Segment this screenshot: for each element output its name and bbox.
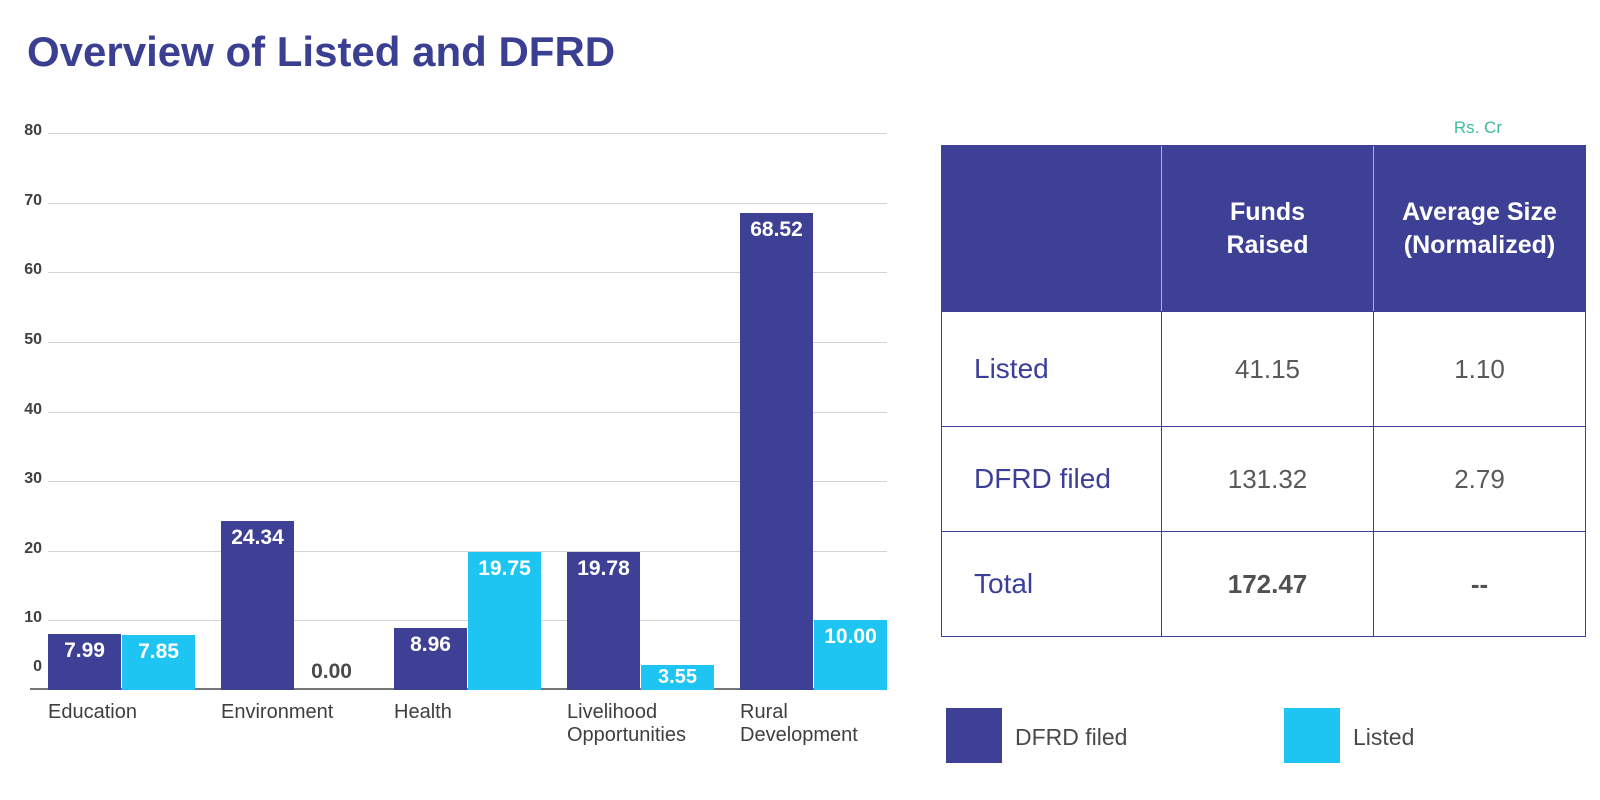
legend-label-listed: Listed [1353,724,1415,750]
grouped-bar-chart: 0 10 20 30 40 50 60 70 80 7.99 7.85 24.34 0.00 8.96 1… [24,122,887,747]
y-axis-tick-10: 10 [24,609,42,627]
summary-table: Funds Raised Average Size (Normalized) Lis… [941,145,1586,637]
table-header-blank [942,146,1162,311]
gridline-50 [48,341,887,343]
bar-group-education: 7.99 7.85 [48,133,195,690]
bar-listed-education [122,635,195,690]
x-axis-label-rural-development: Rural Development [740,701,858,746]
bar-value-label-listed-health: 19.75 [478,557,531,580]
bar-value-label-listed-environment: 0.00 [311,660,352,683]
bar-dfrd-filed-education [48,634,121,690]
y-axis-tick-40: 40 [24,400,42,418]
bar-value-label-listed-livelihood-opportunities: 3.55 [658,666,697,688]
y-axis-tick-0: 0 [33,658,42,675]
gridline-40 [48,411,887,413]
table-cell-total-average-size: -- [1374,531,1585,636]
y-axis-tick-30: 30 [24,470,42,488]
bars-layer: 7.99 7.85 24.34 0.00 8.96 19.75 19.78 3.55 68.52… [48,133,887,690]
y-axis-tick-70: 70 [24,191,42,209]
gridline-20 [48,550,887,552]
bar-value-label-listed-education: 7.85 [138,640,179,663]
bar-group-environment: 24.34 0.00 [221,133,368,690]
page-title: Overview of Listed and DFRD [27,28,616,75]
bar-dfrd-filed-rural-development [740,213,813,690]
table-cell-dfrd-filed-funds-raised: 131.32 [1162,426,1374,531]
bar-value-label-dfrd-filed-environment: 24.34 [231,526,284,549]
gridline-70 [48,202,887,204]
bar-value-label-dfrd-filed-rural-development: 68.52 [750,218,803,241]
legend-label-dfrd-filed: DFRD filed [1015,724,1128,750]
bar-group-health: 8.96 19.75 [394,133,541,690]
table-cell-listed-average-size: 1.10 [1374,311,1585,426]
x-axis-label-health: Health [394,701,452,723]
bar-value-label-dfrd-filed-livelihood-opportunities: 19.78 [577,557,630,580]
bar-dfrd-filed-environment [221,521,294,690]
table-cell-dfrd-filed-label: DFRD filed [942,426,1162,531]
table-header-text: Funds Raised [1226,198,1309,259]
y-axis-tick-80: 80 [24,122,42,139]
bar-group-livelihood-opportunities: 19.78 3.55 [567,133,714,690]
bar-dfrd-filed-health [394,628,467,690]
legend-swatch-listed [1284,708,1340,763]
table-cell-dfrd-filed-average-size: 2.79 [1374,426,1585,531]
gridline-60 [48,272,887,274]
y-axis-tick-50: 50 [24,330,42,348]
table-header-text: Average Size (Normalized) [1402,198,1557,259]
bar-dfrd-filed-livelihood-opportunities [567,552,640,690]
bar-value-label-listed-rural-development: 10.00 [824,625,877,648]
gridline-80 [48,133,887,134]
bar-listed-health [468,552,541,690]
table-cell-total-label: Total [942,531,1162,636]
gridline-10 [48,620,887,622]
table-unit-label: Rs. Cr [1453,118,1502,137]
bar-value-label-dfrd-filed-education: 7.99 [64,639,105,662]
table-header-average-size-normalized: Average Size (Normalized) [1374,146,1585,311]
table-cell-listed-funds-raised: 41.15 [1162,311,1374,426]
table-header-funds-raised: Funds Raised [1162,146,1374,311]
x-axis-labels: Education Environment Health Livelihood Opp… [48,701,887,747]
bar-value-label-dfrd-filed-health: 8.96 [410,633,451,656]
bar-listed-livelihood-opportunities [641,665,714,690]
legend-swatch-dfrd-filed [946,708,1002,763]
table-cell-total-funds-raised: 172.47 [1162,531,1374,636]
bar-group-rural-development: 68.52 10.00 [740,133,887,690]
x-axis-label-education: Education [48,701,137,723]
x-axis-label-environment: Environment [221,701,334,723]
bar-listed-rural-development [814,620,887,690]
gridline-30 [48,481,887,483]
y-axis-tick-60: 60 [24,261,42,279]
y-axis-tick-20: 20 [24,539,42,557]
table-cell-listed-label: Listed [942,311,1162,426]
x-axis-label-livelihood-opportunities: Livelihood Opportunities [567,701,686,746]
